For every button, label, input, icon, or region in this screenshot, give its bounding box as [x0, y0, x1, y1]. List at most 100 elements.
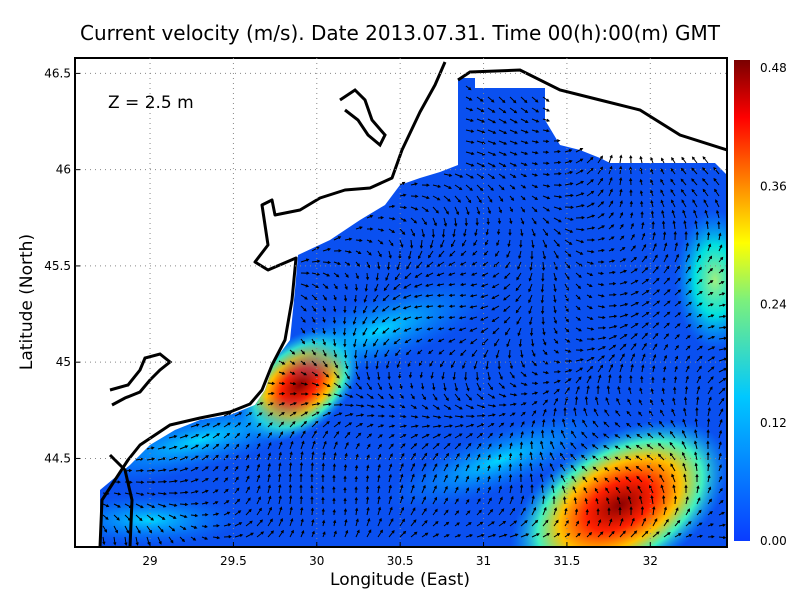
velocity-arrow: [652, 277, 660, 285]
velocity-arrow: [465, 184, 473, 191]
velocity-arrow: [531, 118, 540, 123]
velocity-arrow: [707, 535, 715, 539]
velocity-arrow: [487, 404, 497, 408]
velocity-arrow: [553, 250, 559, 259]
velocity-arrow: [614, 456, 621, 461]
velocity-arrow: [432, 415, 442, 419]
velocity-arrow: [542, 206, 550, 212]
velocity-arrow: [718, 397, 725, 406]
velocity-arrow: [592, 420, 599, 428]
moderate-speed-zone: [675, 210, 727, 350]
velocity-arrow: [663, 289, 671, 296]
velocity-arrow: [630, 291, 639, 296]
velocity-arrow: [663, 277, 671, 285]
velocity-arrow: [498, 184, 505, 191]
velocity-arrow: [530, 483, 534, 493]
velocity-arrow: [487, 140, 497, 145]
velocity-arrow: [685, 254, 690, 263]
velocity-arrow: [311, 402, 321, 406]
velocity-arrow: [416, 261, 423, 269]
depth-label: Z = 2.5 m: [108, 93, 194, 113]
velocity-arrow: [299, 473, 303, 483]
velocity-arrow: [278, 462, 282, 472]
velocity-arrow: [603, 433, 610, 439]
velocity-arrow: [520, 411, 526, 417]
velocity-arrow: [355, 442, 360, 450]
velocity-arrow: [472, 250, 478, 256]
velocity-arrow: [627, 495, 632, 505]
velocity-arrow: [322, 519, 326, 527]
velocity-arrow: [168, 467, 178, 472]
velocity-arrow: [476, 464, 480, 472]
velocity-arrow: [586, 385, 590, 395]
velocity-arrow: [333, 412, 343, 417]
velocity-arrow: [553, 139, 561, 143]
velocity-arrow: [706, 231, 711, 241]
velocity-arrow: [448, 338, 456, 343]
velocity-arrow: [528, 283, 533, 293]
velocity-arrow: [432, 184, 442, 188]
velocity-arrow: [641, 244, 647, 252]
velocity-arrow: [639, 155, 643, 164]
velocity-arrow: [372, 316, 379, 324]
velocity-arrow: [496, 228, 501, 236]
velocity-arrow: [476, 195, 482, 204]
velocity-arrow: [650, 495, 654, 505]
velocity-arrow: [443, 206, 449, 215]
velocity-arrow: [395, 349, 401, 357]
velocity-arrow: [289, 506, 293, 516]
velocity-arrow: [575, 250, 584, 255]
velocity-arrow: [685, 508, 690, 516]
velocity-arrow: [245, 486, 250, 494]
velocity-arrow: [256, 412, 263, 417]
velocity-arrow: [520, 151, 529, 155]
velocity-arrow: [437, 304, 445, 308]
velocity-arrow: [652, 266, 659, 274]
velocity-arrow: [591, 432, 599, 439]
velocity-arrow: [475, 217, 479, 226]
velocity-arrow: [616, 496, 621, 505]
velocity-arrow: [718, 269, 725, 274]
velocity-arrow: [399, 217, 407, 222]
velocity-arrow: [531, 162, 539, 166]
velocity-arrow: [471, 261, 478, 266]
velocity-arrow: [564, 205, 574, 209]
velocity-arrow: [685, 290, 692, 296]
velocity-arrow: [564, 387, 570, 395]
velocity-arrow: [575, 376, 582, 384]
x-tick-label: 30.5: [387, 554, 414, 568]
velocity-arrow: [518, 250, 522, 260]
velocity-arrow: [529, 261, 533, 271]
velocity-arrow: [648, 410, 654, 417]
velocity-arrow: [597, 201, 605, 208]
velocity-arrow: [707, 243, 712, 252]
velocity-arrow: [421, 404, 429, 410]
velocity-arrow: [278, 371, 286, 375]
grid-lines: [75, 58, 727, 547]
velocity-arrow: [707, 407, 711, 417]
x-tick-label: 30: [309, 554, 324, 568]
velocity-arrow: [597, 271, 605, 275]
velocity-arrow: [674, 519, 681, 527]
velocity-arrow: [322, 272, 331, 277]
velocity-arrow: [663, 300, 671, 307]
velocity-arrow: [630, 323, 639, 329]
velocity-arrow: [515, 283, 522, 292]
velocity-arrow: [402, 305, 412, 310]
y-tick-label: 44.5: [44, 451, 71, 465]
velocity-arrow: [465, 118, 474, 122]
velocity-arrow: [586, 337, 595, 341]
velocity-arrow: [190, 536, 197, 541]
velocity-arrow: [540, 283, 545, 293]
velocity-arrow: [288, 472, 292, 483]
velocity-arrow: [520, 206, 526, 213]
velocity-arrow: [597, 189, 604, 197]
velocity-arrow: [245, 497, 251, 505]
velocity-arrow: [344, 452, 348, 461]
velocity-arrow: [586, 283, 593, 287]
velocity-arrow: [551, 484, 555, 494]
velocity-arrow: [382, 327, 390, 334]
velocity-arrow: [343, 486, 347, 493]
velocity-arrow: [539, 451, 544, 461]
velocity-arrow: [586, 261, 595, 265]
